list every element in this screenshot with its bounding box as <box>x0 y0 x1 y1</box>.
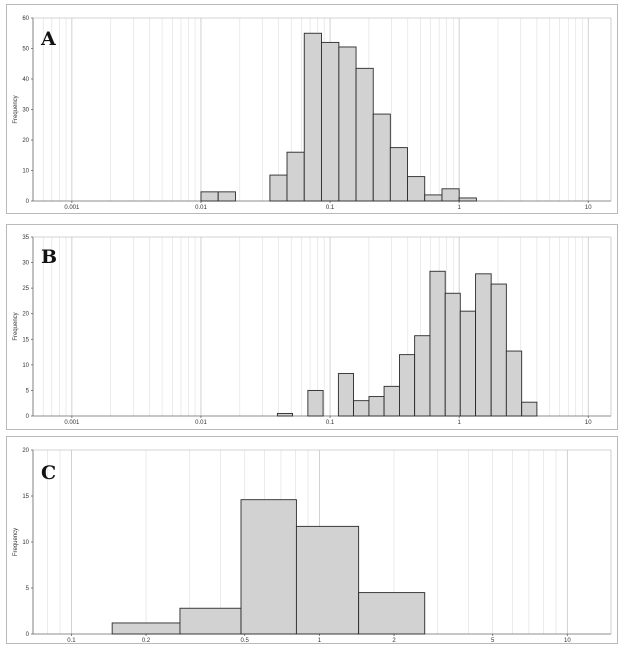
x-tick-label: 0.2 <box>142 638 151 643</box>
histogram-bar <box>179 607 242 635</box>
histogram-bar <box>303 32 322 202</box>
y-tick-label: 5 <box>26 586 30 592</box>
y-tick-label: 30 <box>22 261 29 267</box>
y-axis-title: Frequency <box>13 312 19 340</box>
y-tick-label: 40 <box>22 77 29 83</box>
panel-label: A <box>40 28 56 50</box>
x-tick-label: 0.1 <box>67 638 76 643</box>
y-axis-title: Frequency <box>13 95 19 123</box>
histogram-bar <box>358 592 426 635</box>
histogram-bar <box>399 354 416 417</box>
histogram-bar <box>475 273 492 417</box>
x-tick-label: 0.01 <box>195 205 207 211</box>
histogram-bar <box>372 113 391 202</box>
y-axis-title: Frequency <box>13 528 19 556</box>
y-tick-label: 20 <box>22 312 29 318</box>
x-tick-label: 1 <box>318 638 322 643</box>
histogram-bar <box>441 188 460 202</box>
histogram-bar <box>490 283 507 417</box>
x-tick-label: 0.001 <box>64 205 80 211</box>
y-tick-label: 35 <box>22 235 29 241</box>
x-tick-label: 10 <box>585 205 592 211</box>
histogram-panel-c: 0 5 10 15 20 0.1 0.2 0.5 1 2 5 10 Frequency C <box>6 436 618 644</box>
y-tick-label: 0 <box>26 632 30 638</box>
x-tick-label: 10 <box>585 420 592 426</box>
histogram-bar <box>240 499 297 635</box>
x-tick-label: 0.5 <box>241 638 250 643</box>
histogram-bar <box>338 46 357 202</box>
histogram-bar <box>407 176 426 202</box>
x-tick-label: 10 <box>564 638 571 643</box>
panel-label: C <box>41 462 56 484</box>
y-tick-label: 0 <box>26 414 30 420</box>
y-tick-label: 10 <box>22 169 29 175</box>
histogram-bar <box>111 622 181 635</box>
y-tick-label: 5 <box>26 388 30 394</box>
histogram-bar <box>269 174 288 202</box>
y-tick-label: 20 <box>22 448 29 454</box>
histogram-bar <box>389 147 408 202</box>
x-tick-label: 0.001 <box>64 420 80 426</box>
histogram-bar <box>429 270 446 417</box>
histogram-a: 0 10 20 30 40 50 60 0.001 0.01 0.1 1 10 Frequency A <box>13 16 612 211</box>
histogram-bar <box>200 191 219 202</box>
y-tick-label: 50 <box>22 47 29 53</box>
histogram-bar <box>521 401 538 417</box>
x-tick-label: 0.1 <box>326 420 335 426</box>
histogram-bar <box>414 335 431 417</box>
x-tick-label: 5 <box>491 638 495 643</box>
x-tick-label: 1 <box>457 205 461 211</box>
histogram-bar <box>217 191 236 202</box>
histogram-bar <box>505 350 523 417</box>
histogram-bar <box>286 151 305 202</box>
x-tick-label: 2 <box>392 638 396 643</box>
y-tick-label: 25 <box>22 286 29 292</box>
histogram-bar <box>307 389 324 417</box>
histogram-bar <box>458 197 477 202</box>
x-tick-label: 1 <box>457 420 461 426</box>
y-tick-label: 0 <box>26 199 30 205</box>
histogram-bar <box>321 41 340 202</box>
y-tick-label: 60 <box>22 16 29 22</box>
y-tick-label: 20 <box>22 138 29 144</box>
histogram-bar <box>368 396 385 417</box>
histogram-bar <box>276 412 293 417</box>
histogram-bar <box>295 525 360 635</box>
histogram-bar <box>337 373 354 417</box>
y-tick-label: 15 <box>22 494 29 500</box>
y-tick-label: 15 <box>22 337 29 343</box>
histogram-bar <box>444 292 461 417</box>
histogram-panel-b: 0 5 10 15 20 25 30 35 0.001 0.01 0.1 1 10 Frequency B <box>6 224 618 430</box>
panel-label: B <box>41 246 57 268</box>
histogram-bar <box>355 67 374 202</box>
histogram-bar <box>424 194 443 202</box>
y-tick-label: 10 <box>22 540 29 546</box>
y-tick-label: 10 <box>22 363 29 369</box>
x-tick-label: 0.01 <box>195 420 207 426</box>
y-tick-label: 30 <box>22 108 29 114</box>
x-tick-label: 0.1 <box>326 205 335 211</box>
histogram-bar <box>459 310 477 417</box>
histogram-panel-a: 0 10 20 30 40 50 60 0.001 0.01 0.1 1 10 Frequency A <box>6 4 618 214</box>
histogram-b: 0 5 10 15 20 25 30 35 0.001 0.01 0.1 1 10 Frequency B <box>13 235 612 426</box>
histogram-bar <box>353 400 370 417</box>
histogram-bar <box>383 385 400 417</box>
